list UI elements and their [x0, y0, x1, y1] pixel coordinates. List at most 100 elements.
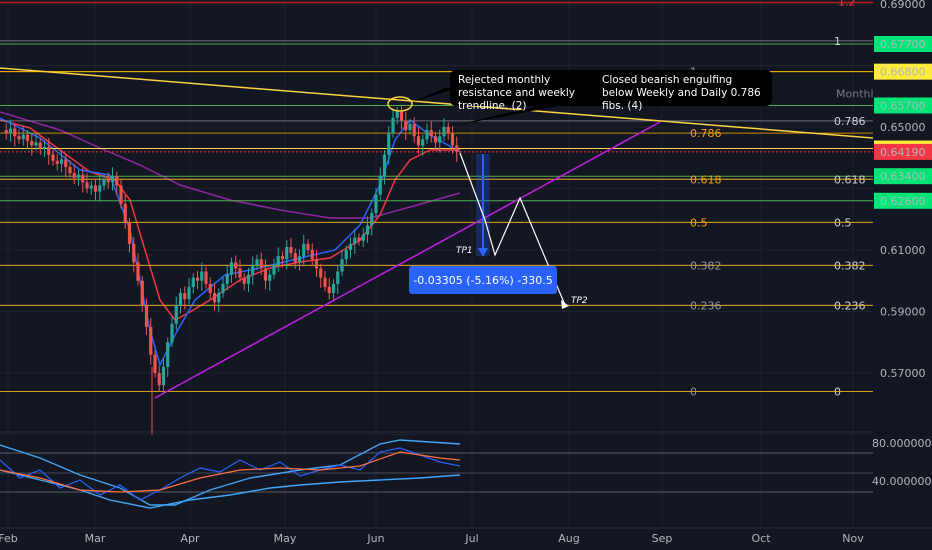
fib-weekly-label: 0.786 [834, 115, 866, 128]
annotation-note-bearish-engulfing[interactable]: Closed bearish engulfing below Weekly an… [594, 70, 772, 112]
candle-body [314, 259, 319, 269]
candle-body [34, 142, 38, 146]
candle-body [255, 259, 259, 266]
fib-daily-label: 0 [690, 385, 697, 398]
candle-body [429, 130, 433, 137]
candle-body [115, 176, 119, 186]
price-level-tag-label: 0.65700 [880, 99, 926, 112]
time-axis[interactable]: Feb Mar Apr May Jun Jul Aug Sep Oct Nov [0, 527, 932, 545]
candle-body [225, 274, 229, 284]
projection-path [459, 152, 566, 306]
annotation-note-rejected[interactable]: Rejected monthly resistance and weekly t… [450, 70, 606, 112]
candle-body [93, 185, 98, 192]
candle-body [81, 174, 85, 183]
candle-body [51, 154, 55, 161]
candle-body [149, 326, 153, 355]
candle-body [217, 293, 221, 303]
price-tick-label: 0.57000 [880, 367, 926, 380]
price-level-tag [874, 35, 932, 52]
candle-body [110, 176, 115, 183]
fib-daily-label: 0.5 [690, 216, 708, 229]
projection-arrow-head [561, 300, 569, 309]
fib-weekly-label: 1 [834, 35, 841, 48]
candle-body [127, 222, 132, 244]
price-axis[interactable]: 0.69000 0.65000 0.61000 0.59000 0.57000 0.677… [872, 0, 932, 528]
candle-body [276, 256, 280, 266]
candle-body [195, 277, 200, 281]
candle-body [374, 194, 378, 214]
weekly-trendline [0, 67, 874, 139]
candle-body [446, 127, 450, 134]
candle-body [229, 262, 234, 275]
candle-body [59, 159, 64, 164]
candle-body [8, 128, 13, 134]
fib-daily-label: 0.618 [690, 173, 722, 186]
candle-body [450, 133, 455, 146]
price-tick-label: 0.65000 [880, 121, 926, 134]
candle-body [327, 286, 331, 294]
candle-body [17, 136, 21, 140]
candle-body [123, 203, 127, 223]
fib-daily-label: 0.786 [690, 127, 722, 140]
candle-body [234, 262, 238, 269]
candle-body [42, 146, 47, 149]
price-tick-label: 0.61000 [880, 244, 926, 257]
candle-body [136, 262, 140, 281]
time-tick-label: Oct [751, 532, 771, 545]
candle-body [208, 283, 212, 294]
price-level-tag [874, 63, 932, 80]
osc-main-line [0, 447, 461, 501]
fib-daily-label: 0.236 [690, 299, 722, 312]
candle-body [157, 373, 161, 386]
candle-body [395, 111, 399, 118]
ma-purple-line [0, 111, 461, 219]
price-tick-label: 0.59000 [880, 306, 926, 319]
candle-body [319, 268, 323, 278]
candle-body [68, 166, 72, 174]
price-level-tag-label: 0.67700 [880, 38, 926, 51]
candle-body [221, 283, 225, 294]
candlesticks [4, 104, 459, 435]
candle-body [64, 159, 68, 167]
candle-body [310, 250, 314, 260]
candle-body [387, 133, 391, 155]
candle-body [102, 179, 106, 186]
candle-body [340, 259, 344, 272]
candle-body [183, 293, 187, 300]
candle-body [289, 246, 293, 254]
osc-tick-label: 80.000000 [872, 437, 932, 450]
candle-body [306, 243, 310, 250]
candle-body [98, 185, 102, 192]
oscillator-panel [0, 431, 932, 509]
price-level-tag [874, 192, 932, 209]
candle-body [263, 268, 268, 281]
time-tick-label: Mar [85, 532, 106, 545]
candle-body [285, 246, 289, 260]
target-label-tp2: TP2 [571, 296, 588, 306]
candle-body [13, 128, 17, 137]
price-level-tag-label: 0.63400 [880, 170, 926, 183]
candle-body [144, 305, 149, 327]
candle-body [55, 160, 59, 164]
candle-body [297, 256, 302, 263]
price-level-tag [874, 143, 932, 160]
fib-label-top: 1.2 [838, 0, 856, 8]
measure-arrow-head [478, 248, 488, 257]
candle-body [404, 120, 408, 131]
price-level-tag [874, 168, 932, 185]
grid-lines [0, 0, 873, 528]
candle-body [391, 117, 395, 134]
candle-body [412, 123, 416, 137]
candle-body [272, 265, 276, 275]
candle-body [365, 225, 370, 235]
candle-body [293, 253, 297, 263]
measure-label[interactable]: -0.03305 (-5.16%) -330.5 [409, 266, 557, 294]
moving-averages [0, 111, 461, 368]
candle-body [170, 323, 174, 343]
candle-body [280, 256, 285, 260]
candle-body [246, 274, 251, 284]
candle-body [408, 123, 412, 131]
candle-body [166, 342, 170, 367]
candle-body [438, 136, 442, 143]
price-level-tag [874, 97, 932, 114]
